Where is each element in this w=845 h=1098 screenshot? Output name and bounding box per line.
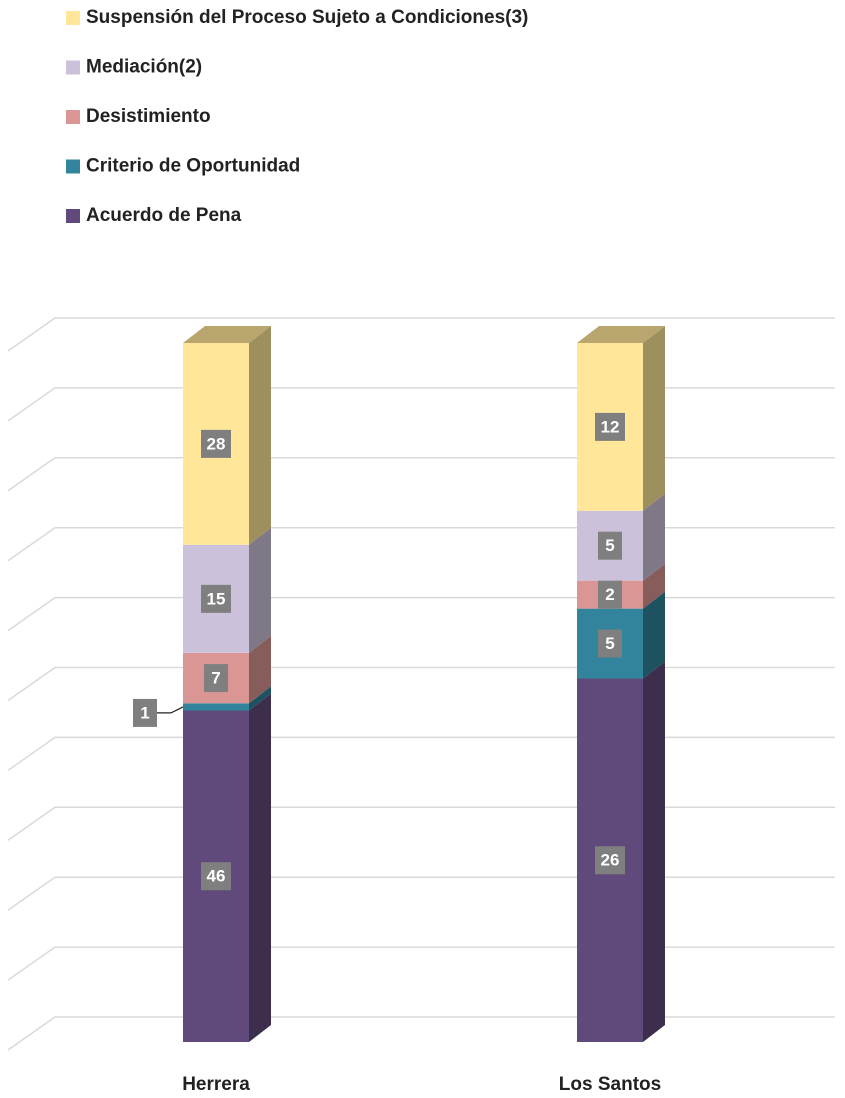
data-label-box: [133, 698, 157, 727]
legend-label: Criterio de Oportunidad: [86, 156, 300, 177]
bar-side: [643, 493, 665, 581]
bar-side: [249, 693, 271, 1042]
bar-top: [183, 326, 271, 343]
data-label: 12: [601, 417, 620, 436]
grid-line: [7, 946, 835, 981]
x-tick-label: Los Santos: [559, 1074, 661, 1095]
bar-side: [249, 686, 271, 711]
legend-label: Desistimiento: [86, 106, 211, 127]
data-label-box: [598, 580, 622, 609]
leader-line: [157, 706, 184, 714]
data-label: 26: [601, 851, 620, 870]
bar-side: [643, 563, 665, 609]
legend-label: Acuerdo de Pena: [86, 205, 242, 226]
bar-side: [643, 591, 665, 679]
data-label-box: [598, 629, 622, 658]
data-label-box: [201, 429, 231, 458]
bar-side: [249, 326, 271, 545]
data-label-box: [201, 862, 231, 891]
legend-swatch: [66, 209, 80, 223]
data-label: 2: [605, 585, 614, 604]
data-label: 7: [211, 669, 220, 688]
data-label-box: [595, 846, 625, 875]
bar-side: [643, 326, 665, 511]
data-label: 46: [207, 867, 226, 886]
grid-line: [7, 876, 835, 911]
grid-line: [7, 596, 835, 632]
legend-swatch: [66, 11, 80, 25]
legend-swatch: [66, 110, 80, 124]
grid-line: [7, 1016, 835, 1051]
data-label: 15: [207, 589, 226, 608]
grid-line: [7, 666, 835, 702]
data-label-box: [598, 531, 622, 560]
legend-label: Suspensión del Proceso Sujeto a Condicio…: [86, 7, 528, 28]
grid-line: [7, 317, 835, 352]
data-label-box: [204, 664, 228, 693]
data-label-box: [201, 584, 231, 613]
data-label: 5: [605, 536, 614, 555]
bar-side: [249, 635, 271, 704]
grid-line: [7, 526, 835, 562]
grid-line: [7, 806, 835, 841]
data-label: 5: [605, 634, 614, 653]
bar-top: [577, 326, 665, 343]
grid-line: [7, 736, 835, 772]
legend-swatch: [66, 159, 80, 174]
legend-label: Mediación(2): [86, 57, 202, 78]
data-label: 1: [140, 703, 149, 722]
legend-swatch: [66, 60, 80, 75]
bar-side: [249, 527, 271, 653]
x-tick-label: Herrera: [182, 1074, 250, 1095]
grid-line: [7, 387, 835, 422]
data-label: 28: [207, 434, 226, 453]
bar-side: [643, 661, 665, 1042]
data-label-box: [595, 412, 625, 441]
bar-segment: [183, 703, 249, 711]
grid-line: [7, 457, 835, 492]
